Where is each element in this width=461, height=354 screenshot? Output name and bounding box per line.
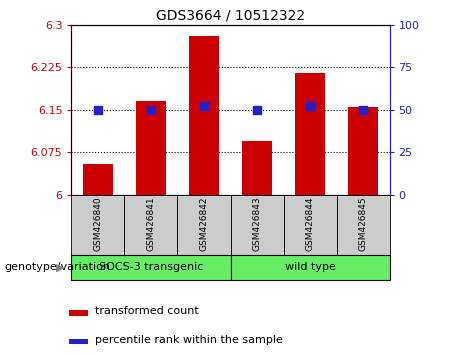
Bar	[71, 195, 124, 255]
Text: transformed count: transformed count	[95, 306, 199, 316]
Point	[148, 107, 155, 113]
Point	[94, 107, 101, 113]
Text: wild type: wild type	[284, 262, 336, 272]
Bar	[337, 195, 390, 255]
Bar	[349, 107, 378, 195]
Text: GSM426843: GSM426843	[253, 196, 261, 251]
Point	[359, 107, 366, 113]
Bar	[296, 73, 325, 195]
Point	[254, 107, 261, 113]
Text: SOCS-3 transgenic: SOCS-3 transgenic	[99, 262, 203, 272]
Text: GSM426844: GSM426844	[306, 196, 314, 251]
Bar	[69, 339, 89, 344]
Point	[306, 103, 313, 109]
Bar	[124, 195, 177, 255]
Bar	[69, 310, 89, 315]
Bar	[71, 255, 230, 280]
Bar	[177, 195, 230, 255]
Text: GSM426841: GSM426841	[147, 196, 155, 251]
Text: genotype/variation: genotype/variation	[5, 262, 111, 272]
Bar	[136, 101, 165, 195]
Bar	[83, 164, 112, 195]
Bar	[230, 195, 284, 255]
Text: GSM426840: GSM426840	[94, 196, 102, 251]
Title: GDS3664 / 10512322: GDS3664 / 10512322	[156, 8, 305, 22]
Text: percentile rank within the sample: percentile rank within the sample	[95, 335, 283, 345]
Bar	[189, 36, 219, 195]
Bar	[242, 141, 272, 195]
Bar	[284, 195, 337, 255]
Point	[200, 103, 207, 109]
Bar	[230, 255, 390, 280]
Text: GSM426845: GSM426845	[359, 196, 367, 251]
Text: ▶: ▶	[56, 262, 65, 272]
Text: GSM426842: GSM426842	[200, 196, 208, 251]
